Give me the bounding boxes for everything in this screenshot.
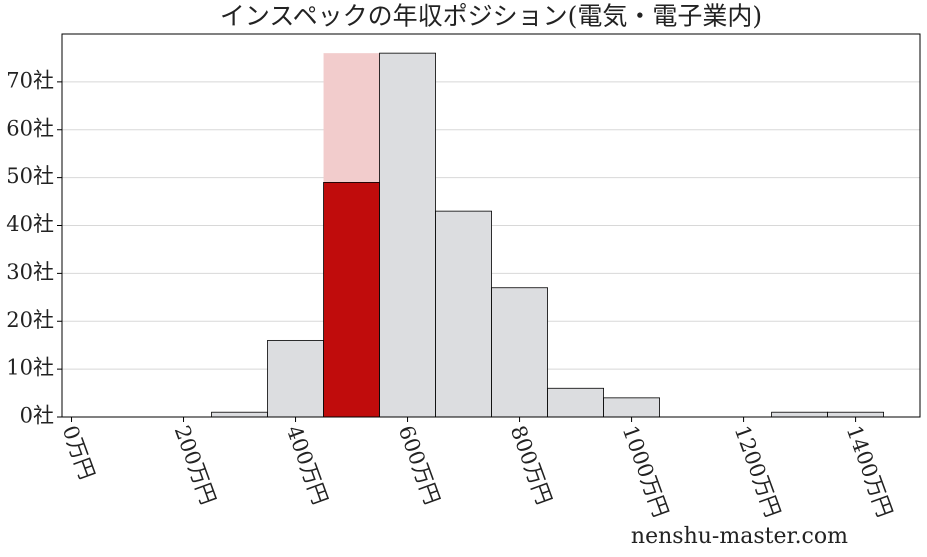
y-tick-label: 50社 — [6, 164, 54, 188]
x-tick-label: 400万円 — [282, 422, 333, 507]
bar — [379, 52, 436, 418]
bar — [771, 411, 828, 418]
bar — [435, 210, 492, 418]
y-tick-label: 30社 — [6, 260, 54, 284]
y-tick-label: 40社 — [6, 212, 54, 236]
watermark: nenshu-master.com — [631, 524, 848, 549]
y-tick-label: 0社 — [20, 404, 54, 428]
bar — [491, 287, 548, 418]
bar — [267, 339, 324, 418]
y-tick-label: 70社 — [6, 68, 54, 92]
x-tick-label: 600万円 — [394, 422, 445, 507]
bar — [323, 182, 380, 418]
y-tick-label: 10社 — [6, 356, 54, 380]
plot-frame — [61, 33, 921, 418]
chart-title: インスペックの年収ポジション(電気・電子業内) — [220, 2, 762, 31]
x-tick-label: 0万円 — [58, 422, 99, 482]
x-tick-label: 200万円 — [170, 422, 221, 507]
y-tick-label: 60社 — [6, 116, 54, 140]
x-tick-label: 1200万円 — [730, 422, 785, 520]
x-tick-label: 1000万円 — [618, 422, 673, 520]
bar — [827, 411, 884, 418]
x-tick-label: 1400万円 — [842, 422, 897, 520]
x-tick-label: 800万円 — [506, 422, 557, 507]
bar — [603, 397, 660, 418]
bar — [211, 411, 268, 418]
bar — [547, 387, 604, 418]
y-tick-label: 20社 — [6, 308, 54, 332]
